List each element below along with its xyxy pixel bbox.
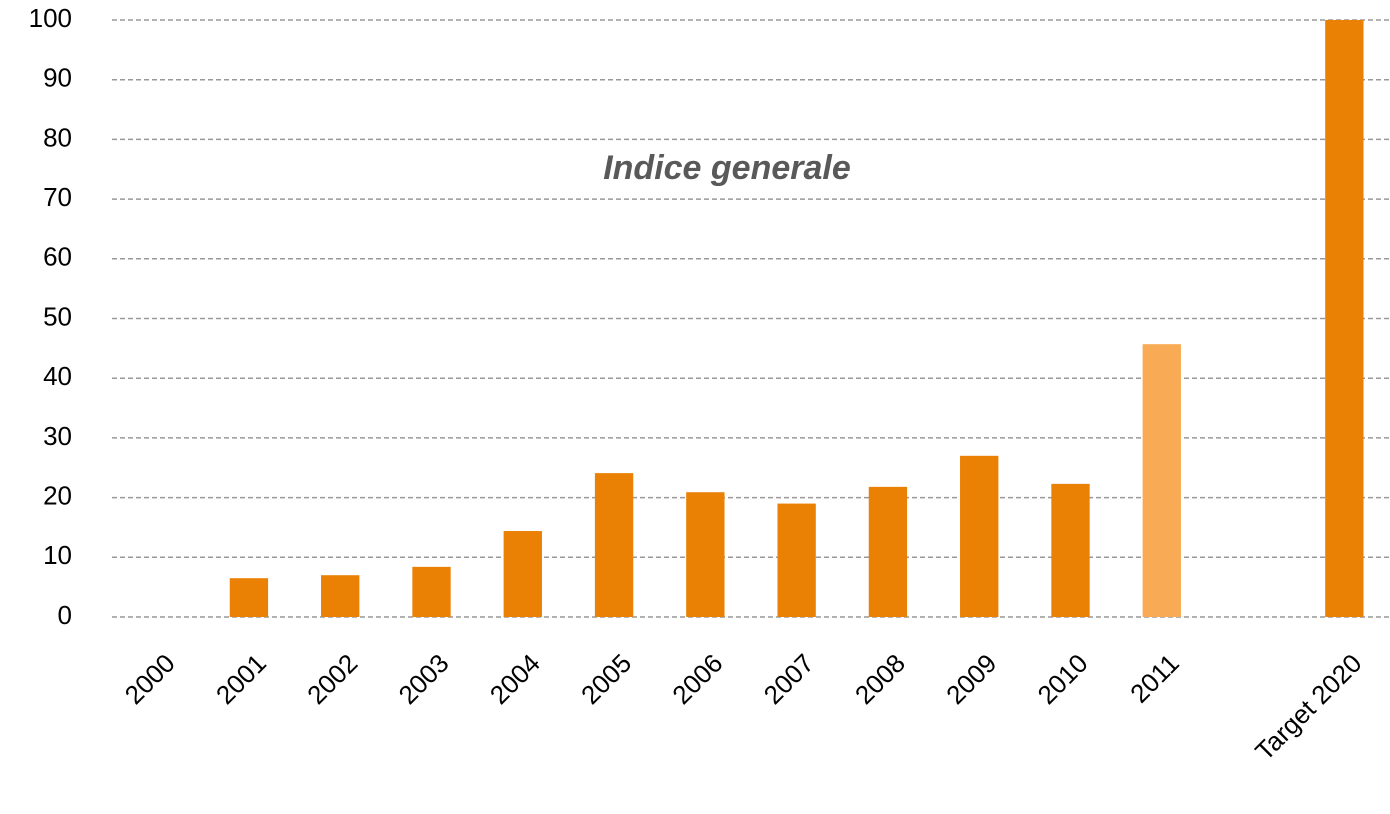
bar <box>321 575 360 617</box>
x-tick-label: 2003 <box>392 648 454 710</box>
bar <box>960 455 999 617</box>
y-tick-label: 80 <box>43 122 72 152</box>
y-tick-label: 70 <box>43 182 72 212</box>
y-tick-label: 20 <box>43 480 72 510</box>
y-tick-label: 40 <box>43 361 72 391</box>
y-tick-label: 100 <box>29 3 72 33</box>
bar <box>503 531 542 617</box>
x-tick-label: 2005 <box>575 648 637 710</box>
y-tick-label: 0 <box>58 600 72 630</box>
y-tick-label: 50 <box>43 301 72 331</box>
bar <box>412 566 451 617</box>
x-tick-label: 2010 <box>1031 648 1093 710</box>
y-tick-label: 60 <box>43 242 72 272</box>
x-tick-label: 2004 <box>484 648 546 710</box>
bar <box>868 486 908 617</box>
x-tick-label: Target 2020 <box>1249 648 1367 766</box>
x-tick-label: 2000 <box>119 648 181 710</box>
x-tick-label: 2001 <box>210 648 272 710</box>
bar <box>1142 344 1181 617</box>
bar <box>594 473 634 617</box>
x-tick-label: 2011 <box>1124 648 1185 709</box>
bar <box>777 503 816 617</box>
x-tick-label: 2002 <box>301 648 363 710</box>
bar <box>686 492 725 617</box>
x-tick-label: 2009 <box>940 648 1002 710</box>
bar <box>229 578 269 617</box>
x-tick-label: 2007 <box>758 648 820 710</box>
bar <box>1051 483 1090 617</box>
chart-title: Indice generale <box>603 149 851 187</box>
x-tick-label: 2006 <box>666 648 728 710</box>
bar <box>1325 20 1364 617</box>
y-tick-label: 30 <box>43 421 72 451</box>
y-tick-label: 10 <box>43 540 72 570</box>
x-tick-label: 2008 <box>849 648 911 710</box>
y-tick-label: 90 <box>43 63 72 93</box>
